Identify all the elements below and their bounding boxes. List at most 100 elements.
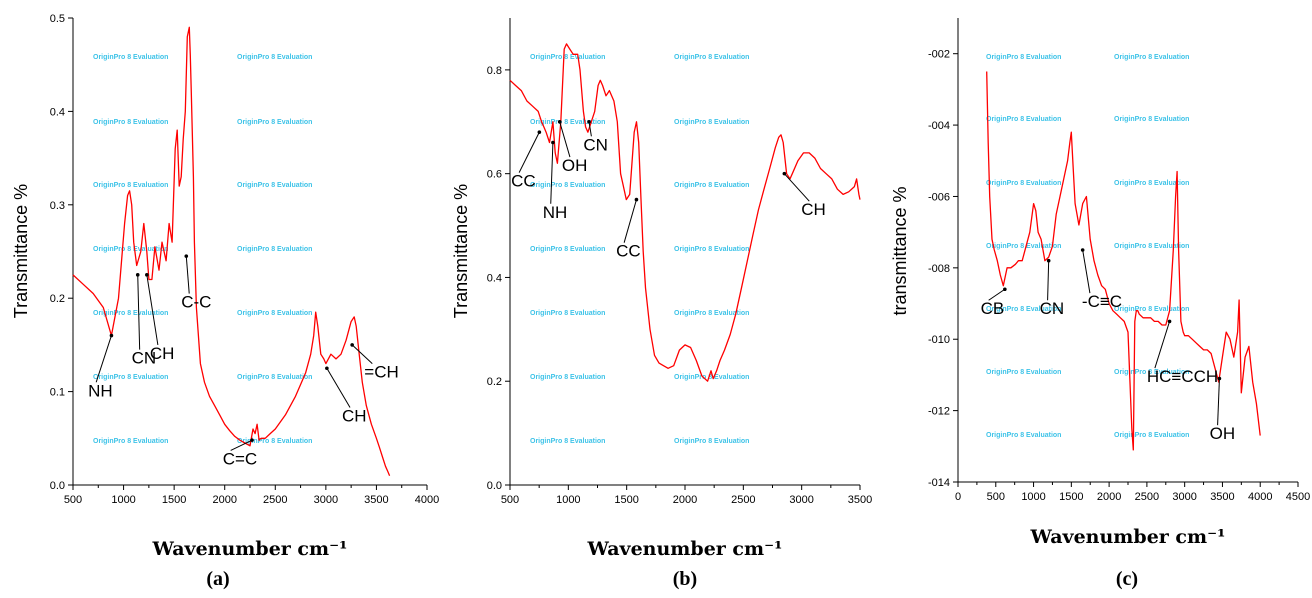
annotation-arrowhead	[1080, 248, 1085, 252]
x-tick-label: 4000	[1248, 491, 1272, 503]
annotation-arrow	[326, 367, 351, 408]
x-tick-label: 3500	[364, 494, 388, 506]
y-tick-label: 0.2	[487, 376, 502, 388]
watermark-text: OriginPro 8 Evaluation	[986, 369, 1061, 376]
annotation-arrowhead	[350, 343, 354, 347]
annotation-arrow	[230, 439, 253, 451]
x-tick-label: 1000	[556, 494, 580, 506]
annotation-arrowhead	[250, 438, 254, 442]
x-tick-label: 3000	[1172, 491, 1196, 503]
watermark-text: OriginPro 8 Evaluation	[1114, 432, 1189, 439]
annotation-label: HC≡CCH	[1147, 367, 1218, 386]
annotation-arrow	[1217, 378, 1220, 426]
watermark-text: OriginPro 8 Evaluation	[530, 438, 605, 445]
y-axis-label: transmittance %	[890, 186, 910, 315]
annotation-arrowhead	[782, 171, 787, 176]
annotation-label: CH	[150, 344, 175, 363]
watermark-text: OriginPro 8 Evaluation	[674, 438, 749, 445]
x-tick-label: 2500	[731, 494, 755, 506]
annotation-arrow	[518, 131, 540, 173]
x-tick-label: 1500	[614, 494, 638, 506]
annotation-label: NH	[543, 203, 568, 222]
y-tick-label: -008	[928, 263, 950, 275]
watermark-text: OriginPro 8 Evaluation	[237, 438, 312, 445]
annotation-arrow	[1082, 249, 1091, 294]
y-tick-label: 0.2	[50, 293, 65, 305]
annotation-arrowhead	[634, 197, 639, 202]
y-tick-label: -002	[928, 49, 950, 61]
annotation-label: NH	[88, 381, 113, 400]
watermark-text: OriginPro 8 Evaluation	[237, 182, 312, 189]
x-tick-label: 500	[987, 491, 1005, 503]
annotation-label: -C≡C	[1082, 292, 1122, 311]
x-tick-label: 1000	[1021, 491, 1045, 503]
chart-panel-3: OriginPro 8 Evaluation OriginPro 8 Evalua…	[890, 18, 1310, 590]
annotation-label: OH	[562, 156, 588, 175]
annotation-arrow	[351, 344, 373, 364]
watermark-text: OriginPro 8 Evaluation	[1114, 54, 1189, 61]
annotation-arrow	[559, 121, 571, 158]
panel-label: (a)	[206, 568, 229, 590]
x-axis-label: Wavenumber cm⁻¹	[587, 538, 783, 560]
chart-panel-1: OriginPro 8 Evaluation OriginPro 8 Evalua…	[11, 13, 439, 590]
annotation-arrow	[146, 274, 159, 345]
watermark-text: OriginPro 8 Evaluation	[237, 374, 312, 381]
y-tick-label: 0.0	[50, 480, 65, 492]
x-tick-label: 1500	[162, 494, 186, 506]
annotation-arrowhead	[184, 254, 189, 258]
annotation-arrowhead	[145, 273, 149, 277]
annotation-arrowhead	[587, 119, 591, 124]
watermark-text: OriginPro 8 Evaluation	[1114, 116, 1189, 123]
chart-panel-2: OriginPro 8 Evaluation OriginPro 8 Evalua…	[451, 18, 872, 590]
annotation-label: CN	[132, 349, 157, 368]
annotation-arrowhead	[325, 366, 329, 371]
annotation-arrow	[550, 142, 554, 204]
x-tick-label: 0	[955, 491, 961, 503]
watermark-text: OriginPro 8 Evaluation	[674, 310, 749, 317]
watermark-text: OriginPro 8 Evaluation	[530, 374, 605, 381]
annotation-arrow	[588, 121, 592, 137]
annotation-label: CH	[801, 200, 826, 219]
annotation-arrowhead	[551, 140, 555, 145]
x-tick-label: 500	[501, 494, 519, 506]
annotation-arrow	[988, 288, 1006, 301]
annotation-label: CC	[511, 172, 536, 191]
annotation-arrowhead	[1217, 376, 1222, 381]
x-tick-label: 1500	[1059, 491, 1083, 503]
watermark-text: OriginPro 8 Evaluation	[674, 54, 749, 61]
watermark-text: OriginPro 8 Evaluation	[237, 54, 312, 61]
y-tick-label: -004	[928, 120, 950, 132]
watermark-text: OriginPro 8 Evaluation	[1114, 306, 1189, 313]
y-tick-label: 0.4	[50, 106, 65, 118]
y-tick-label: -012	[928, 406, 950, 418]
watermark-text: OriginPro 8 Evaluation	[93, 119, 168, 126]
watermark-text: OriginPro 8 Evaluation	[237, 119, 312, 126]
watermark-text: OriginPro 8 Evaluation	[530, 246, 605, 253]
watermark-text: OriginPro 8 Evaluation	[93, 374, 168, 381]
annotation-label: =CH	[364, 363, 398, 382]
x-tick-label: 3500	[848, 494, 872, 506]
annotation-arrowhead	[1003, 287, 1007, 292]
watermark-text: OriginPro 8 Evaluation	[93, 438, 168, 445]
y-tick-label: -006	[928, 191, 950, 203]
y-axis-label: Transmittance %	[451, 184, 471, 318]
watermark-text: OriginPro 8 Evaluation	[93, 246, 168, 253]
annotation-arrow	[95, 335, 112, 383]
annotation-arrow	[185, 256, 190, 294]
y-tick-label: 0.3	[50, 200, 65, 212]
x-tick-label: 4500	[1286, 491, 1310, 503]
watermark-text: OriginPro 8 Evaluation	[986, 243, 1061, 250]
watermark-text: OriginPro 8 Evaluation	[93, 310, 168, 317]
x-tick-label: 3000	[314, 494, 338, 506]
watermark-text: OriginPro 8 Evaluation	[93, 182, 168, 189]
annotation-label: CN	[1040, 299, 1065, 318]
x-axis-label: Wavenumber cm⁻¹	[152, 538, 348, 560]
y-tick-label: 0.5	[50, 13, 65, 25]
y-tick-label: 0.6	[487, 169, 502, 181]
y-tick-label: 0.4	[487, 272, 502, 284]
watermark-text: OriginPro 8 Evaluation	[674, 374, 749, 381]
watermark-text: OriginPro 8 Evaluation	[986, 306, 1061, 313]
x-tick-label: 2000	[673, 494, 697, 506]
watermark-text: OriginPro 8 Evaluation	[674, 119, 749, 126]
annotation-arrowhead	[1046, 258, 1051, 263]
